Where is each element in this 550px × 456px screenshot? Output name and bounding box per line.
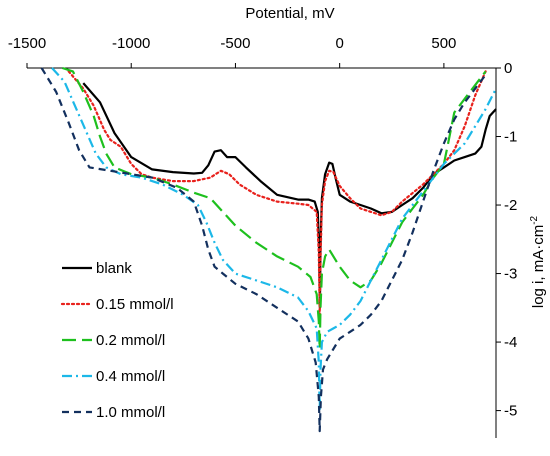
legend-label-0: blank [96, 260, 132, 277]
y-axis: 0 -1 -2 -3 -4 -5 [495, 60, 517, 438]
y-axis-title-superscript: -2 [529, 215, 540, 224]
x-tick-label: 0 [335, 35, 343, 52]
series-line-1 [67, 70, 487, 316]
x-tick-label: -1000 [112, 35, 150, 52]
x-axis-title: Potential, mV [245, 5, 334, 22]
x-tick-label: 500 [431, 35, 456, 52]
series-layer [40, 66, 497, 433]
y-axis-title: log i, mA·cm-2 [529, 215, 547, 308]
y-tick-label: 0 [504, 60, 512, 77]
y-tick-label: -2 [504, 197, 517, 214]
x-tick-label: -500 [220, 35, 250, 52]
y-tick-label: -4 [504, 334, 517, 351]
x-axis: -1500 -1000 -500 0 500 [8, 35, 496, 69]
x-tick-label: -1500 [8, 35, 46, 52]
y-tick-label: -5 [504, 403, 517, 420]
y-tick-label: -3 [504, 266, 517, 283]
legend-label-1: 0.15 mmol/l [96, 296, 174, 313]
series-line-4 [40, 67, 487, 433]
legend-label-2: 0.2 mmol/l [96, 332, 165, 349]
legend: blank 0.15 mmol/l 0.2 mmol/l 0.4 mmol/l 1.0 … [60, 260, 174, 421]
y-axis-title-main: log i, mA·cm [530, 225, 547, 308]
legend-label-3: 0.4 mmol/l [96, 368, 165, 385]
legend-label-4: 1.0 mmol/l [96, 404, 165, 421]
y-tick-label: -1 [504, 129, 517, 146]
series-line-3 [51, 67, 497, 412]
series-line-0 [82, 82, 497, 309]
